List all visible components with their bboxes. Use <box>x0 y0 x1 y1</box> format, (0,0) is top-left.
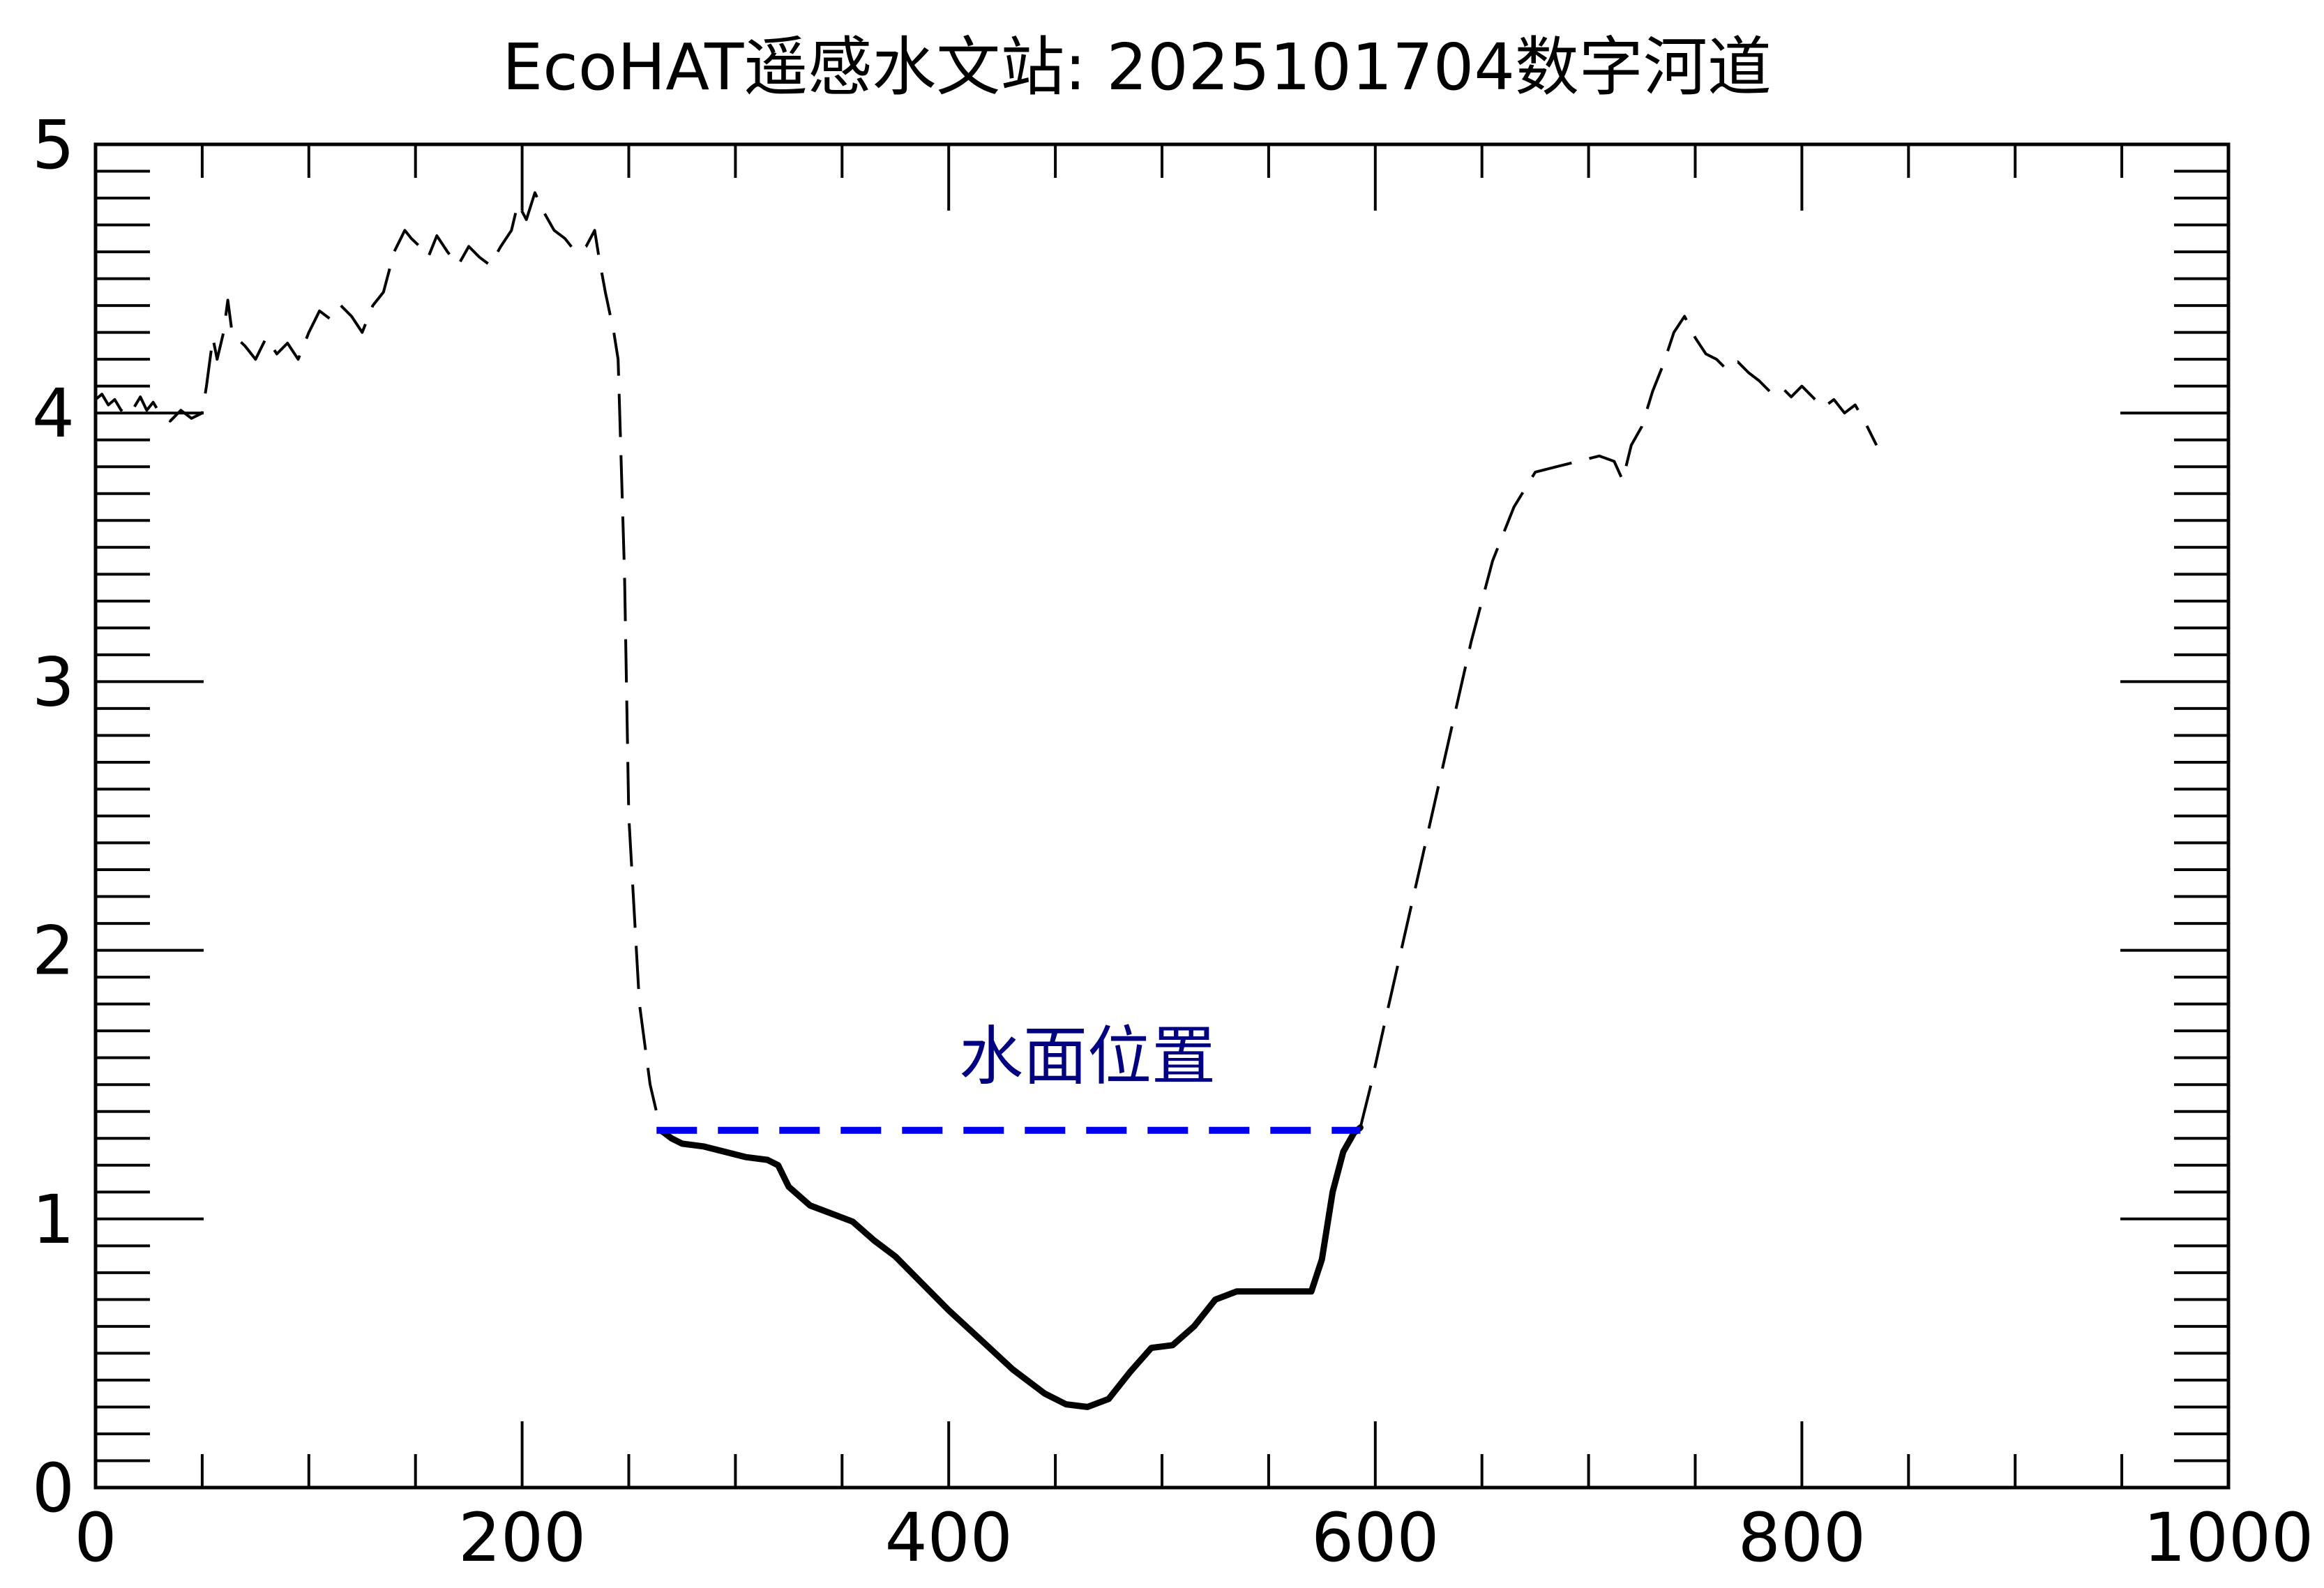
y-tick-label: 3 <box>32 643 75 721</box>
plot-frame <box>93 142 2231 1490</box>
riverbed-profile-line <box>657 1124 1364 1410</box>
x-tick-label: 0 <box>74 1499 116 1577</box>
bank-profile-line <box>94 191 663 1131</box>
plot-area: 0 200 400 600 800 1000 0 1 2 3 4 5 水面位置 <box>32 106 2314 1577</box>
chart-title: EcoHAT遥感水文站: 2025101704数字河道 <box>502 30 1772 105</box>
x-tick-label: 1000 <box>2143 1499 2314 1577</box>
y-tick-label: 2 <box>32 912 75 990</box>
water-surface-label: 水面位置 <box>959 1020 1216 1094</box>
x-tick-label: 400 <box>885 1499 1013 1577</box>
x-tick-label: 800 <box>1738 1499 1866 1577</box>
y-tick-label: 1 <box>32 1181 75 1259</box>
y-tick-label: 0 <box>32 1449 75 1527</box>
y-tick-label: 4 <box>32 375 75 453</box>
y-tick-label: 5 <box>32 106 75 184</box>
x-tick-label: 600 <box>1311 1499 1439 1577</box>
bank-profile-line <box>1359 315 1878 1128</box>
x-tick-label: 200 <box>458 1499 586 1577</box>
